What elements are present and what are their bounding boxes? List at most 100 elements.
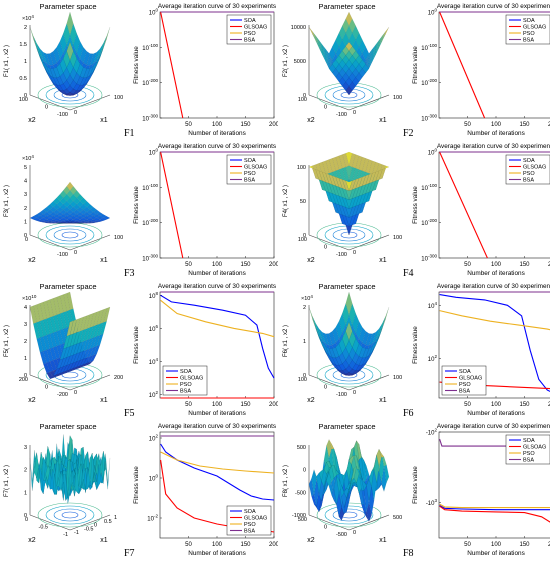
y-tick-label-f7: 10-2 xyxy=(147,514,158,523)
surface-mesh-f3 xyxy=(29,181,111,224)
function-label-f2: F2 xyxy=(403,128,414,139)
legend-label-f2-soa: SOA xyxy=(523,18,535,24)
y-axis-label-f2: x2 xyxy=(307,117,315,124)
surface-mesh-f6 xyxy=(308,291,390,376)
surface-patch xyxy=(66,320,74,337)
y-axis-line-f5 xyxy=(29,374,71,391)
x-axis-label-f7: x1 xyxy=(100,537,108,544)
x-tick-label-f4: 150 xyxy=(519,262,530,268)
x-axis-label-f1: Number of iterations xyxy=(188,130,246,137)
z-axis-label-f2: F2( x1 , x2 ) xyxy=(283,45,289,77)
y-tick-f6: -100 xyxy=(336,392,347,398)
x-tick-label-f7: 150 xyxy=(240,542,251,548)
surface-plot-f8: Parameter space -1000 -500 0 500 F8( x1 , x2 … xyxy=(283,422,402,544)
surface-title-f2: Parameter space xyxy=(318,2,375,11)
y-tick-label-f4: 10-200 xyxy=(421,218,437,227)
contour-f3-3 xyxy=(45,225,95,245)
x-tick-label-f7: 100 xyxy=(212,542,223,548)
y-tick-f2: -100 xyxy=(336,112,347,118)
surface-patch xyxy=(378,316,386,336)
legend-label-f2-glsoag: GLSOAG xyxy=(523,25,546,31)
contour-f3-1 xyxy=(61,231,79,239)
y-axis-label-f5: Fitness value xyxy=(133,326,140,364)
z-tick-f6: 2 xyxy=(303,305,306,311)
convergence-plot-f8: Average iteration curve of 30 experiment… xyxy=(412,423,550,557)
y-tick-f5: 200 xyxy=(19,377,28,383)
x-tick-f7: 1 xyxy=(114,515,117,521)
y-tick-label-f8: -102 xyxy=(426,428,438,437)
surface-patch xyxy=(378,31,386,43)
series-line-f7-pso xyxy=(160,451,275,474)
y-tick-f1: 100 xyxy=(19,97,28,103)
y-axis-label-f6: x2 xyxy=(307,397,315,404)
convergence-plot-f1: Average iteration curve of 30 experiment… xyxy=(133,3,278,137)
y-tick-f8: 0 xyxy=(324,525,327,531)
surface-title-f1: Parameter space xyxy=(39,2,96,11)
y-axis-label-f3: x2 xyxy=(28,257,36,264)
z-axis-label-f1: F1( x1 , x2 ) xyxy=(4,45,10,77)
y-tick-label-f3: 100 xyxy=(149,148,159,157)
z-tick-f1: 2 xyxy=(24,25,27,31)
z-tick-f8: -1000 xyxy=(292,513,306,519)
legend-label-f7-bsa: BSA xyxy=(244,529,255,535)
convergence-plot-f5: Average iteration curve of 30 experiment… xyxy=(133,283,278,417)
x-tick-f7: -1 xyxy=(74,530,79,536)
x-tick-f4: 100 xyxy=(393,235,402,241)
y-tick-label-f5: 104 xyxy=(149,357,159,366)
y-axis-line-f7 xyxy=(29,514,71,531)
z-tick-f7: 1 xyxy=(24,490,27,496)
x-tick-label-f1: 100 xyxy=(212,122,223,128)
z-tick-f1: 0 xyxy=(24,93,27,99)
y-tick-label-f4: 100 xyxy=(428,148,438,157)
legend-label-f3-bsa: BSA xyxy=(244,178,255,184)
legend-label-f5-glsoag: GLSOAG xyxy=(180,376,203,382)
legend-label-f6-bsa: BSA xyxy=(459,389,470,395)
z-tick-f8: 500 xyxy=(297,445,306,451)
series-lines-f3 xyxy=(160,151,274,259)
legend-label-f3-pso: PSO xyxy=(244,171,256,177)
z-scale-note-f6: ×104 xyxy=(301,294,313,302)
legend-label-f4-soa: SOA xyxy=(523,158,535,164)
chart-title-f5: Average iteration curve of 30 experiment… xyxy=(158,283,276,290)
z-tick-f8: 0 xyxy=(303,468,306,474)
surface-patch xyxy=(345,321,353,341)
surface-title-f8: Parameter space xyxy=(318,422,375,431)
x-axis-label-f8: Number of iterations xyxy=(467,550,525,557)
x-axis-label-f8: x1 xyxy=(379,537,387,544)
y-tick-f7: -1 xyxy=(63,532,68,538)
surface-patch xyxy=(66,41,74,61)
x-tick-label-f1: 200 xyxy=(269,122,278,128)
z-tick-f7: 3 xyxy=(24,445,27,451)
z-tick-f1: 1.5 xyxy=(19,42,27,48)
surface-title-f6: Parameter space xyxy=(318,282,375,291)
x-tick-f3: 100 xyxy=(114,235,123,241)
legend-label-f2-pso: PSO xyxy=(523,31,535,37)
y-tick-f8: -500 xyxy=(336,532,347,538)
x-tick-label-f2: 200 xyxy=(548,122,550,128)
z-axis-label-f5: F5( x1 , x2 ) xyxy=(4,325,10,357)
series-lines-f5 xyxy=(160,291,275,399)
z-tick-f1: 0.5 xyxy=(19,76,27,82)
x-tick-f7: 0 xyxy=(94,523,97,529)
surface-patch xyxy=(345,41,353,52)
y-tick-f5: -200 xyxy=(57,392,68,398)
surface-patch xyxy=(308,26,316,39)
z-tick-f6: 1 xyxy=(303,339,306,345)
z-axis-label-f8: F8( x1 , x2 ) xyxy=(283,465,289,497)
z-tick-f8: -500 xyxy=(295,490,306,496)
z-tick-f2: 5000 xyxy=(294,59,306,65)
x-tick-f7: -0.5 xyxy=(84,526,93,532)
surface-mesh-f4 xyxy=(308,151,390,236)
x-tick-f7: 0.5 xyxy=(104,519,112,525)
x-tick-label-f8: 200 xyxy=(548,542,550,548)
y-tick-label-f4: 10-300 xyxy=(421,254,437,263)
x-axis-label-f3: Number of iterations xyxy=(188,270,246,277)
x-tick-label-f6: 100 xyxy=(491,402,502,408)
x-tick-f1: 0 xyxy=(74,110,77,116)
y-tick-label-f6: 102 xyxy=(428,354,438,363)
